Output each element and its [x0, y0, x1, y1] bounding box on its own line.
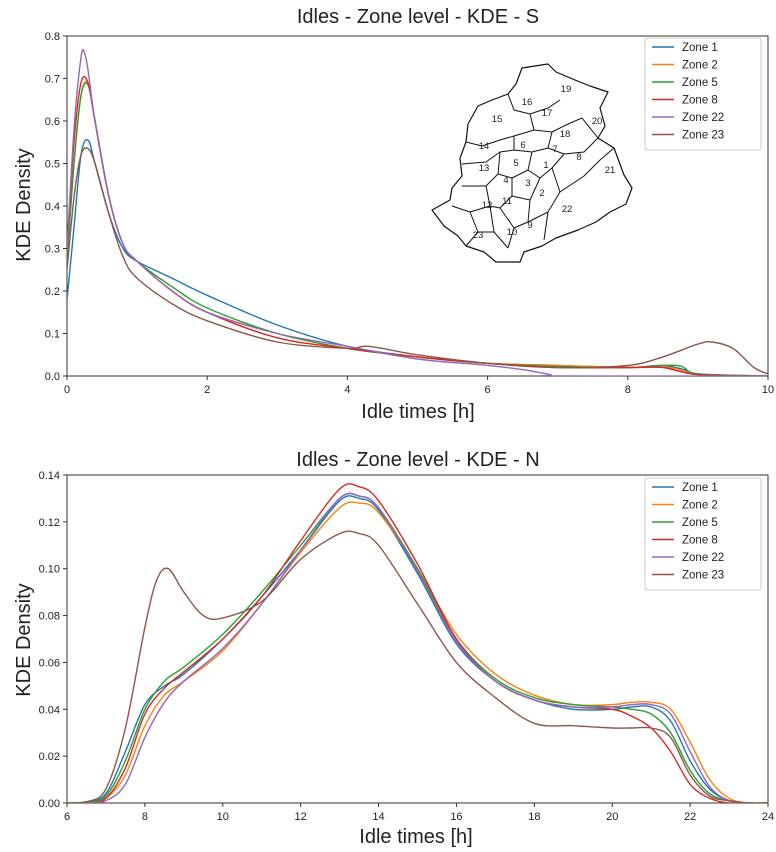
map-zone-label: 3 [525, 178, 530, 189]
y-tick-label: 0.1 [45, 329, 60, 341]
chart-title: Idles - Zone level - KDE - S [297, 6, 539, 28]
legend: Zone 1 Zone 2 Zone 5 Zone 8 Zone 22 Zone 23 [644, 477, 762, 591]
legend-label: Zone 2 [682, 60, 718, 72]
series-line-4 [67, 483, 768, 803]
map-zone-label: 19 [561, 84, 572, 95]
x-tick-label: 8 [142, 811, 148, 823]
x-tick-label: 8 [625, 384, 631, 396]
plot-frame [66, 474, 769, 804]
chart-n: Idles - Zone level - KDE - N 6 8 10 12 14 16 1… [13, 449, 774, 848]
chart-s: Idles - Zone level - KDE - S 0 2 4 6 8 100.00… [13, 6, 774, 423]
x-tick-label: 10 [762, 384, 774, 396]
map-zone-label: 21 [605, 165, 616, 176]
map-zone-label: 6 [520, 140, 525, 151]
y-tick-label: 0.8 [45, 31, 60, 43]
y-axis-label: KDE Density [13, 583, 35, 696]
legend-label: Zone 5 [682, 517, 718, 529]
series-line-1 [67, 495, 768, 803]
map-zone-label: 23 [473, 230, 484, 241]
y-axis-label: KDE Density [13, 148, 35, 261]
x-axis-label: Idle times [h] [361, 401, 474, 423]
y-tick-label: 0.6 [45, 116, 60, 128]
series-line-6 [67, 147, 768, 375]
y-tick-label: 0.12 [39, 517, 60, 529]
x-tick-label: 0 [64, 384, 70, 396]
x-tick-label: 4 [344, 384, 350, 396]
plot-area [66, 35, 769, 377]
x-tick-label: 2 [204, 384, 210, 396]
series-line-3 [67, 492, 768, 803]
x-axis-label: Idle times [h] [359, 826, 472, 848]
y-tick-label: 0.3 [45, 244, 60, 256]
y-tick-label: 0.0 [45, 371, 60, 383]
map-zone-label: 11 [502, 196, 512, 207]
legend-label: Zone 8 [682, 95, 718, 107]
x-tick-label: 18 [528, 811, 540, 823]
legend-label: Zone 23 [682, 570, 724, 582]
map-zone-label: 5 [513, 158, 518, 169]
map-zone-label: 20 [592, 116, 603, 127]
map-zone-label: 4 [503, 175, 508, 186]
map-zone-label: 17 [542, 108, 553, 119]
x-tick-label: 10 [217, 811, 229, 823]
series-line-5 [67, 48, 768, 376]
legend-box [644, 477, 762, 591]
y-tick-label: 0.4 [45, 201, 60, 213]
map-zone-label: 8 [576, 152, 581, 163]
legend-label: Zone 22 [682, 112, 724, 124]
map-zone-label: 10 [507, 227, 518, 238]
x-tick-label: 12 [295, 811, 307, 823]
y-tick-label: 0.08 [39, 611, 60, 623]
x-tick-label: 14 [372, 811, 384, 823]
x-tick-label: 6 [485, 384, 491, 396]
y-tick-label: 0.10 [39, 564, 60, 576]
x-tick-label: 22 [684, 811, 696, 823]
tick-labels: 6 8 10 12 14 16 18 20 22 24 0.00 0.02 0.04 0.06 0.08 0.… [39, 470, 775, 823]
map-zone-label: 2 [539, 188, 544, 199]
y-tick-label: 0.00 [39, 798, 60, 810]
chart-title: Idles - Zone level - KDE - N [296, 449, 539, 471]
y-tick-label: 0.7 [45, 74, 60, 86]
y-tick-label: 0.5 [45, 159, 60, 171]
x-tick-label: 16 [450, 811, 462, 823]
y-tick-label: 0.06 [39, 657, 60, 669]
legend-label: Zone 23 [682, 130, 724, 142]
map-zone-label: 1 [543, 160, 548, 171]
legend-label: Zone 1 [682, 42, 718, 54]
y-tick-label: 0.02 [39, 751, 60, 763]
map-zone-label: 18 [560, 129, 571, 140]
map-zone-label: 22 [562, 204, 573, 215]
legend-box [644, 37, 762, 151]
map-zone-label: 7 [552, 144, 557, 155]
map-zone-label: 14 [479, 141, 490, 152]
x-tick-label: 20 [606, 811, 618, 823]
legend-label: Zone 5 [682, 77, 718, 89]
map-zone-borders [451, 93, 615, 249]
map-zone-label: 16 [522, 97, 533, 108]
map-zone-label: 13 [479, 163, 490, 174]
y-tick-label: 0.04 [39, 704, 60, 716]
tick-labels: 0 2 4 6 8 10 0.0 0.1 0.2 0.3 0.4 0.5 0.6 0.7 0.8 [45, 31, 774, 396]
legend-label: Zone 2 [682, 500, 718, 512]
map-zone-label: 15 [492, 114, 503, 125]
map-zone-label: 12 [482, 200, 493, 211]
legend: Zone 1 Zone 2 Zone 5 Zone 8 Zone 22 Zone 23 [644, 37, 762, 151]
plot-area [66, 474, 769, 804]
series-line-5 [67, 492, 768, 803]
x-tick-label: 6 [64, 811, 70, 823]
legend-label: Zone 8 [682, 535, 718, 547]
legend-label: Zone 22 [682, 552, 724, 564]
y-tick-label: 0.2 [45, 286, 60, 298]
series-line-6 [67, 530, 768, 803]
legend-label: Zone 1 [682, 482, 718, 494]
map-zone-label: 9 [527, 220, 532, 231]
y-tick-label: 0.14 [39, 470, 60, 482]
x-tick-label: 24 [762, 811, 774, 823]
